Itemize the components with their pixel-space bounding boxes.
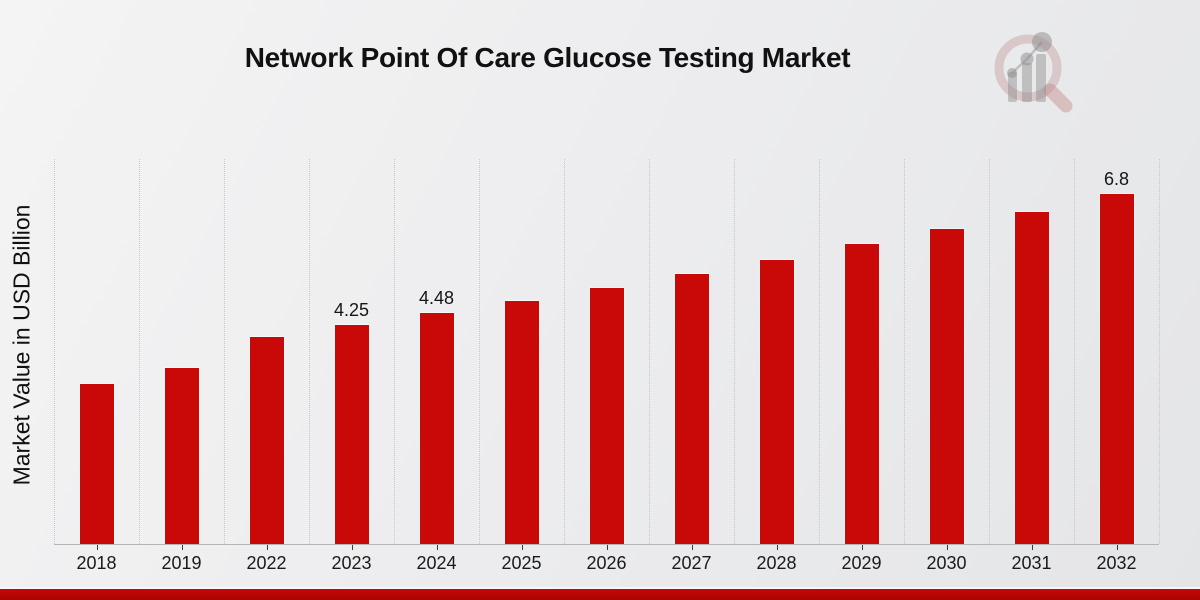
bar-value-label-2032: 6.8 [1103,169,1130,190]
vertical-gridline [1159,159,1160,544]
x-axis-label-2027: 2027 [671,553,712,573]
bar-value-label-2023: 4.25 [333,300,370,321]
y-axis-label: Market Value in USD Billion [8,204,35,486]
vertical-gridline [564,159,565,544]
footer-accent-band [0,587,1200,600]
x-axis-tick [691,545,693,550]
x-axis-label-2024: 2024 [416,553,457,573]
x-axis-label-2019: 2019 [161,553,202,573]
vertical-gridline [309,159,310,544]
x-axis-tick [606,545,608,550]
chart-title: Network Point Of Care Glucose Testing Ma… [244,42,851,73]
x-axis-label-2028: 2028 [756,553,797,573]
x-axis-label-2025: 2025 [501,553,542,573]
x-axis-tick [181,545,183,550]
x-axis-tick [1031,545,1033,550]
vertical-gridline [989,159,990,544]
x-axis-tick [436,545,438,550]
bar-2022 [249,336,284,544]
vertical-gridline [734,159,735,544]
x-axis-label-2026: 2026 [586,553,627,573]
x-axis-label-2032: 2032 [1096,553,1137,573]
bar-2027 [674,274,709,544]
x-axis-tick [521,545,523,550]
x-axis-label-2030: 2030 [926,553,967,573]
x-axis-label-2018: 2018 [76,553,117,573]
bar-2032 [1099,194,1134,544]
x-axis-tick [946,545,948,550]
bar-2023 [334,325,369,544]
x-axis-tick [776,545,778,550]
vertical-gridline [224,159,225,544]
x-axis-label-2029: 2029 [841,553,882,573]
bar-2031 [1014,212,1049,544]
x-axis-tick [266,545,268,550]
x-axis-tick [96,545,98,550]
x-axis-label-2031: 2031 [1011,553,1052,573]
bar-2030 [929,228,964,544]
vertical-gridline [139,159,140,544]
bar-2028 [759,259,794,544]
vertical-gridline [649,159,650,544]
vertical-gridline [54,159,55,544]
bar-2018 [79,384,114,544]
bar-value-label-2024: 4.48 [418,288,455,309]
x-axis-tick [1116,545,1118,550]
magnifier-icon [994,32,1073,113]
vertical-gridline [394,159,395,544]
brand-watermark-logo [994,32,1073,113]
x-axis-label-2023: 2023 [331,553,372,573]
vertical-gridline [1074,159,1075,544]
vertical-gridline [479,159,480,544]
bar-2024 [419,313,454,544]
bar-2029 [844,244,879,544]
x-axis-label-2022: 2022 [246,553,287,573]
x-axis-tick [861,545,863,550]
x-axis-tick [351,545,353,550]
vertical-gridline [819,159,820,544]
plot-area: 4.25 4.48 6.8 2018 2019 2022 2023 2024 2025 2026… [54,159,1160,573]
bar-2025 [504,301,539,544]
vertical-gridline [904,159,905,544]
bar-2026 [589,288,624,544]
bar-2019 [164,367,199,544]
